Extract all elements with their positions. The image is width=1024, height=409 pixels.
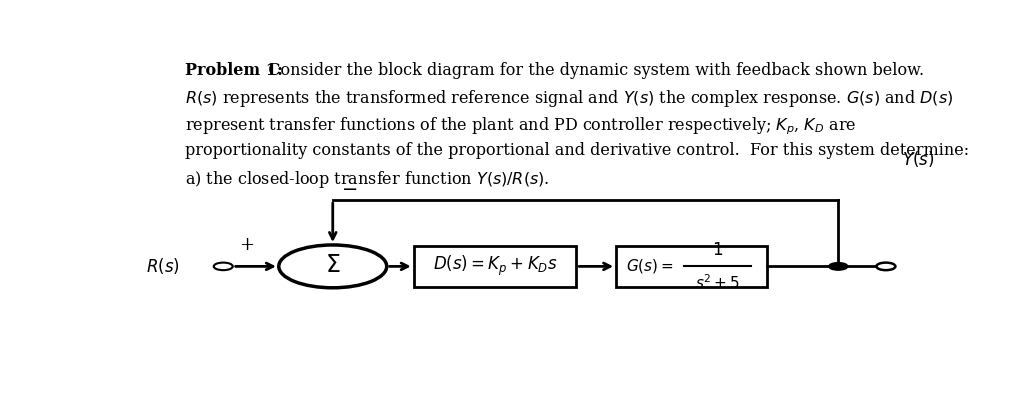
Text: $-$: $-$ xyxy=(341,179,357,197)
Text: proportionality constants of the proportional and derivative control.  For this : proportionality constants of the proport… xyxy=(185,142,970,159)
Text: $Y(s)$: $Y(s)$ xyxy=(902,149,934,169)
Bar xyxy=(616,246,767,287)
Text: $R(s)$: $R(s)$ xyxy=(145,256,179,276)
Bar xyxy=(414,246,577,287)
Text: Problem 1:: Problem 1: xyxy=(185,62,284,79)
Text: Consider the block diagram for the dynamic system with feedback shown below.: Consider the block diagram for the dynam… xyxy=(258,62,925,79)
Text: $D(s) = K_p + K_D s$: $D(s) = K_p + K_D s$ xyxy=(433,254,557,279)
Text: +: + xyxy=(239,236,254,254)
Text: $\Sigma$: $\Sigma$ xyxy=(325,253,341,277)
Text: $1$: $1$ xyxy=(712,243,723,259)
Text: represent transfer functions of the plant and PD controller respectively; $K_p$,: represent transfer functions of the plan… xyxy=(185,115,856,137)
Circle shape xyxy=(828,263,848,270)
Text: a) the closed-loop transfer function $Y(s)/R(s)$.: a) the closed-loop transfer function $Y(… xyxy=(185,169,550,190)
Text: $G(s) = $: $G(s) = $ xyxy=(626,257,674,275)
Text: $R(s)$ represents the transformed reference signal and $Y(s)$ the complex respon: $R(s)$ represents the transformed refere… xyxy=(185,88,953,110)
Text: $s^2 + 5$: $s^2 + 5$ xyxy=(695,273,740,292)
